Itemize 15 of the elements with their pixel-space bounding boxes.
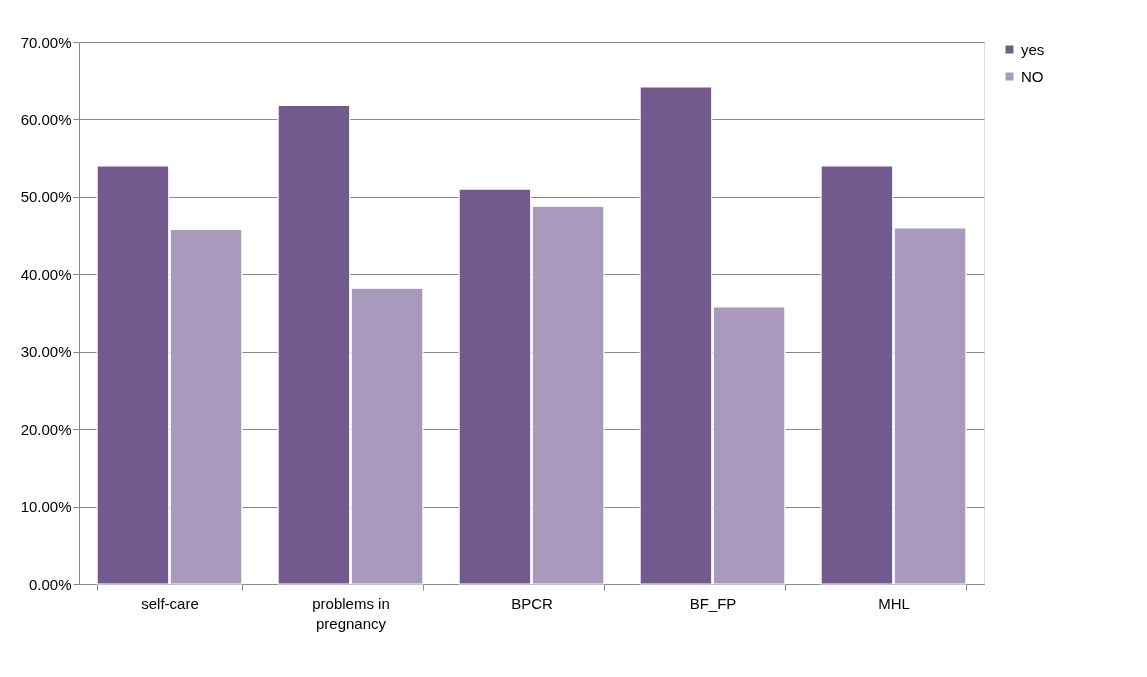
y-tick-label: 50.00%: [20, 188, 72, 206]
x-tick-label: BF_FP: [689, 594, 737, 612]
y-tick-label: 40.00%: [20, 265, 72, 283]
legend-label: yes: [1021, 40, 1045, 58]
y-tick-label: 10.00%: [20, 498, 72, 516]
x-tick-label: problems in pregnancy: [312, 594, 390, 632]
y-tick-label: 0.00%: [28, 575, 72, 593]
x-tick-label: MHL: [878, 594, 910, 612]
x-tick-label: self-care: [141, 594, 199, 612]
y-tick-label: 70.00%: [20, 33, 72, 51]
x-tick-label: BPCR: [511, 594, 553, 612]
legend-label: NO: [1021, 67, 1044, 85]
y-tick-label: 60.00%: [20, 110, 72, 128]
y-tick-label: 30.00%: [20, 343, 72, 361]
y-tick-label: 20.00%: [20, 420, 72, 438]
